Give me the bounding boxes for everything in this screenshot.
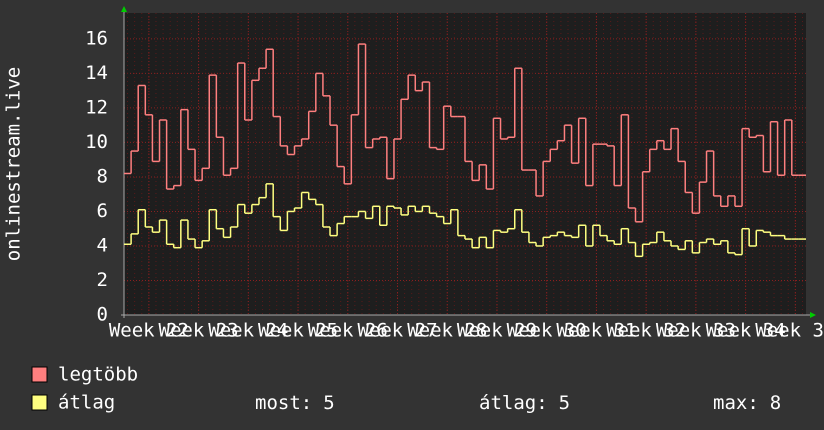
stat: most: 5 [255,392,335,414]
stat-value: 5 [559,392,570,414]
y-tick-label: 4 [97,234,108,256]
x-axis-arrow [810,312,816,318]
legend-label: legtöbb [58,364,138,386]
legend-label: átlag [58,392,115,414]
legend-swatch [31,366,48,383]
x-tick-label: Week 28 [407,320,487,342]
x-tick-label: Week 24 [208,320,288,342]
plot-area [124,13,806,315]
stat-value: 5 [323,392,334,414]
stat-label: most: [255,392,312,414]
stat: max: 8 [713,392,781,414]
y-tick-label: 16 [85,27,108,49]
stat-label: max: [713,392,759,414]
x-tick-label: Week 33 [656,320,736,342]
x-tick-label: Week 31 [556,320,636,342]
x-tick-label: Week 25 [258,320,338,342]
y-tick-label: 10 [85,131,108,153]
y-tick-label: 14 [85,62,108,84]
x-tick-label: Week 22 [109,320,189,342]
y-tick-label: 0 [97,304,108,326]
x-tick-label: Week 26 [308,320,388,342]
x-tick-label: Week 32 [606,320,686,342]
x-tick-label: Week 34 [706,320,786,342]
series-line [124,43,806,223]
x-tick-label: Week 29 [457,320,537,342]
y-tick-label: 6 [97,200,108,222]
y-axis-arrow [121,6,127,12]
y-tick-label: 2 [97,269,108,291]
stat-label: átlag: [479,392,548,414]
x-tick-label: Week 23 [159,320,239,342]
stat: átlag: 5 [479,392,570,414]
x-tick-label: Week 27 [357,320,437,342]
y-tick-label: 8 [97,165,108,187]
x-tick-label: Week 30 [507,320,587,342]
x-tick-label: Week 35 [755,320,824,342]
y-tick-label: 12 [85,96,108,118]
stat-value: 8 [770,392,781,414]
legend-swatch [31,394,48,411]
series-line [124,183,806,258]
y-axis-label: onlinestream.live [3,67,25,261]
